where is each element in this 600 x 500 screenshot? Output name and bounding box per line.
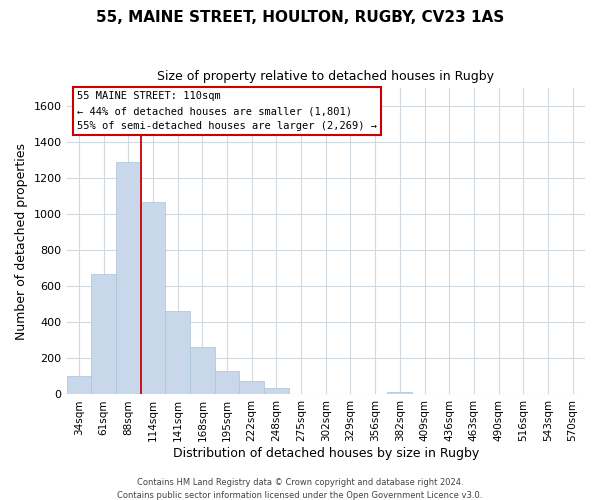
Bar <box>239 382 264 394</box>
Y-axis label: Number of detached properties: Number of detached properties <box>15 143 28 340</box>
Bar <box>165 310 190 394</box>
Bar <box>140 202 165 394</box>
Bar <box>215 371 239 394</box>
Text: Contains HM Land Registry data © Crown copyright and database right 2024.
Contai: Contains HM Land Registry data © Crown c… <box>118 478 482 500</box>
Bar <box>91 274 116 394</box>
Title: Size of property relative to detached houses in Rugby: Size of property relative to detached ho… <box>157 70 494 83</box>
Bar <box>264 388 289 394</box>
Bar <box>388 392 412 394</box>
Bar <box>116 162 140 394</box>
Text: 55, MAINE STREET, HOULTON, RUGBY, CV23 1AS: 55, MAINE STREET, HOULTON, RUGBY, CV23 1… <box>96 10 504 25</box>
Text: 55 MAINE STREET: 110sqm
← 44% of detached houses are smaller (1,801)
55% of semi: 55 MAINE STREET: 110sqm ← 44% of detache… <box>77 92 377 131</box>
Bar <box>190 346 215 395</box>
X-axis label: Distribution of detached houses by size in Rugby: Distribution of detached houses by size … <box>173 447 479 460</box>
Bar <box>67 376 91 394</box>
